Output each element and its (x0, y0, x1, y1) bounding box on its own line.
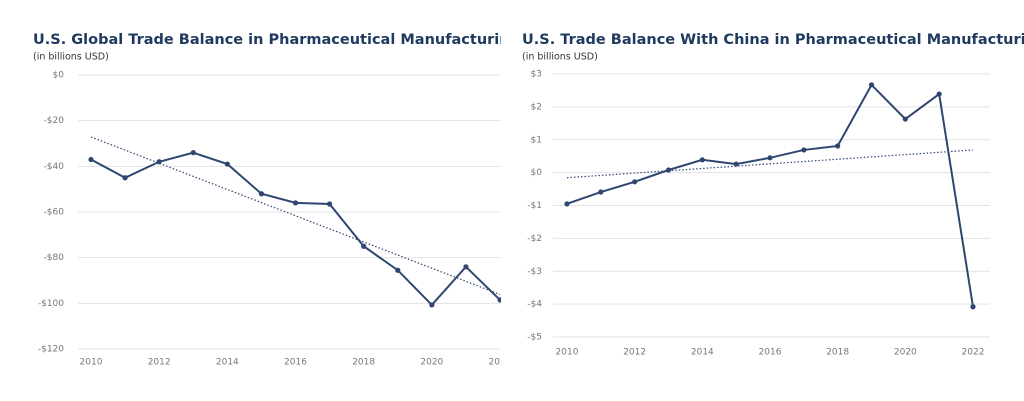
x-tick-label: 2020 (420, 358, 443, 368)
data-point (326, 201, 333, 207)
x-tick-label: 2012 (623, 348, 646, 358)
x-tick-label: 2014 (691, 348, 714, 358)
x-tick-label: 2020 (894, 348, 917, 358)
x-tick-label: 2022 (489, 358, 512, 368)
y-tick-label: $0 (53, 71, 65, 81)
data-point (224, 161, 230, 167)
chart-title: U.S. Trade Balance With China in Pharmac… (522, 32, 1024, 48)
y-tick-label: -$100 (38, 299, 64, 309)
y-tick-label: -$80 (44, 253, 65, 263)
y-tick-label: -$60 (44, 208, 65, 218)
data-point (361, 243, 367, 249)
y-tick-label: -$3 (527, 267, 542, 277)
chart-title: U.S. Global Trade Balance in Pharmaceuti… (33, 32, 617, 48)
y-tick-label: -$20 (44, 116, 65, 126)
data-point (190, 150, 196, 156)
y-tick-label: -$4 (527, 300, 542, 310)
data-point (801, 147, 807, 153)
y-tick-label: -$2 (527, 234, 542, 244)
trend-line (90, 136, 501, 296)
x-tick-label: 2022 (962, 348, 985, 358)
x-tick-label: 2014 (216, 358, 239, 368)
x-tick-label: 2016 (284, 358, 307, 368)
chart-right: U.S. Trade Balance With China in Pharmac… (522, 32, 1024, 358)
data-point (497, 297, 501, 303)
y-tick-label: $0 (531, 168, 543, 178)
x-tick-label: 2010 (556, 348, 579, 358)
y-tick-label: -$120 (38, 345, 64, 355)
chart-subtitle: (in billions USD) (522, 52, 598, 63)
data-point (88, 156, 94, 163)
data-point (970, 304, 976, 310)
data-point (936, 91, 942, 97)
data-point (395, 267, 401, 273)
data-point (156, 159, 162, 165)
data-point (258, 191, 265, 197)
data-point (564, 201, 570, 207)
data-line (90, 151, 501, 307)
x-tick-label: 2018 (352, 358, 375, 368)
chart-subtitle: (in billions USD) (33, 52, 109, 63)
x-tick-label: 2016 (759, 348, 782, 358)
data-point (429, 302, 435, 308)
y-tick-label: $1 (531, 135, 542, 145)
x-tick-label: 2010 (80, 358, 103, 368)
x-tick-label: 2018 (826, 348, 849, 358)
data-point (699, 157, 705, 163)
y-tick-label: -$40 (44, 162, 65, 172)
data-point (868, 82, 875, 88)
y-tick-label: -$1 (527, 201, 542, 211)
chart-left: U.S. Global Trade Balance in Pharmaceuti… (33, 32, 617, 368)
data-line (566, 83, 974, 307)
data-point (122, 175, 128, 181)
y-tick-label: $3 (531, 70, 542, 80)
trend-line (566, 149, 974, 179)
data-point (733, 161, 739, 167)
data-point (463, 264, 469, 270)
data-point (632, 179, 638, 185)
data-point (902, 116, 908, 122)
data-point (598, 189, 604, 195)
x-tick-label: 2012 (148, 358, 171, 368)
data-point (767, 155, 773, 161)
y-tick-label: $2 (531, 102, 542, 112)
data-point (665, 167, 672, 173)
data-point (292, 200, 299, 206)
y-tick-label: -$5 (527, 333, 542, 343)
data-point (835, 143, 841, 149)
